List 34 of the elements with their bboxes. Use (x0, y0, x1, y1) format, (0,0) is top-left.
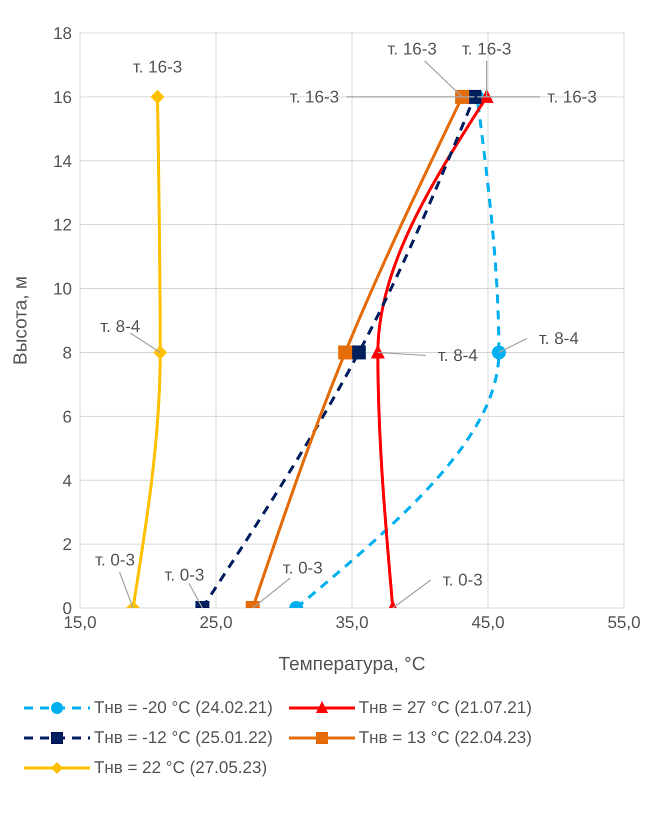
y-tick-label: 18 (53, 24, 72, 44)
x-tick-label: 15,0 (63, 613, 97, 632)
x-tick-label: 25,0 (199, 613, 233, 632)
annotation: т. 8-4 (100, 316, 140, 336)
annotation: т. 8-4 (538, 328, 579, 348)
y-tick-label: 6 (62, 407, 72, 426)
annotation: т. 16-3 (547, 87, 597, 106)
annotation: т. 0-3 (95, 550, 135, 570)
legend-label: Тнв = 22 °C (27.05.23) (94, 758, 268, 778)
x-tick-label: 35,0 (335, 613, 369, 632)
legend-label: Тнв = 27 °C (21.07.21) (358, 698, 532, 718)
y-tick-label: 2 (62, 535, 72, 554)
legend-label: Тнв = 13 °C (22.04.23) (358, 728, 532, 748)
annotation: т. 16-3 (290, 87, 340, 106)
annotation: т. 0-3 (282, 558, 323, 578)
x-tick-label: 55,0 (607, 613, 641, 632)
y-tick-label: 12 (53, 216, 72, 235)
y-axis-title: Высота, м (10, 276, 32, 365)
x-axis-title: Температура, °C (278, 654, 426, 675)
legend-label: Тнв = -20 °C (24.02.21) (94, 698, 273, 718)
annotation: т. 0-3 (442, 570, 483, 590)
y-tick-label: 14 (53, 152, 72, 171)
annotation: т. 16-3 (132, 57, 182, 76)
y-tick-label: 4 (62, 471, 72, 490)
annotation: т. 16-3 (462, 39, 512, 58)
y-tick-label: 16 (53, 88, 72, 107)
point (150, 90, 165, 104)
annotation: т. 16-3 (387, 39, 437, 58)
annotation: т. 8-4 (438, 346, 478, 365)
y-tick-label: 8 (62, 343, 72, 362)
y-tick-label: 10 (53, 280, 72, 299)
x-tick-label: 45,0 (471, 613, 505, 632)
annotation: т. 0-3 (164, 566, 204, 584)
legend-label: Тнв = -12 °C (25.01.22) (94, 728, 273, 748)
